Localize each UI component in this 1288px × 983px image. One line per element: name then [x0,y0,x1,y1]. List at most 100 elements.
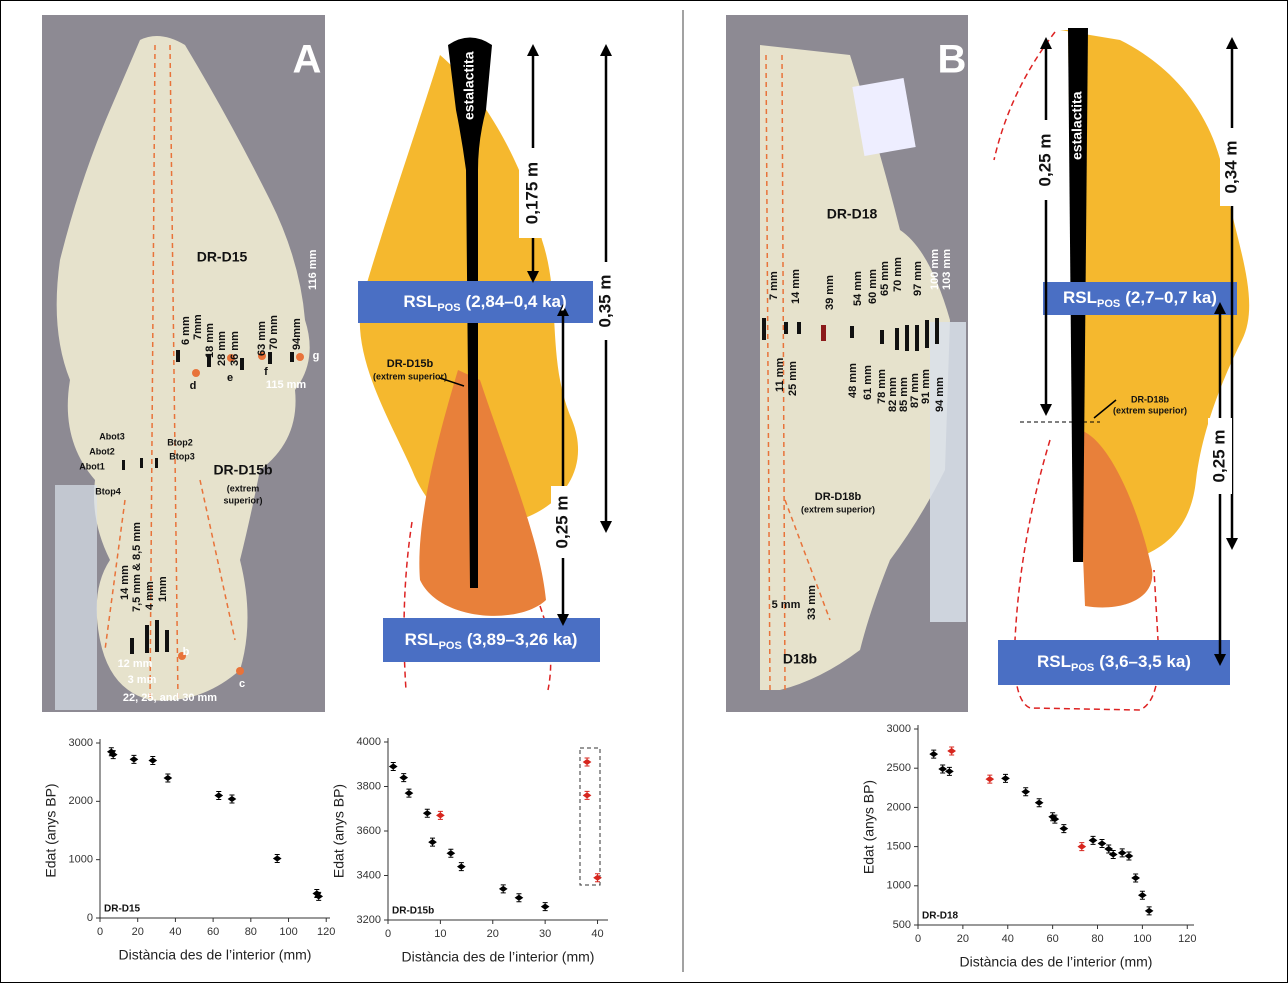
x-tick-label: 60 [207,926,219,938]
y-axis-title: Edat (anys BP) [331,784,347,878]
y-tick-label: 3600 [357,825,381,837]
chart-label: DR-D15b [392,906,434,917]
label: 48 mm [847,363,859,398]
label: A [293,38,322,82]
label: DR-D18b [815,491,862,503]
y-axis-title: Edat (anys BP) [861,780,877,874]
x-tick-label: 40 [1002,933,1014,945]
y-tick-label: 1000 [69,854,93,866]
rsl-sub: POS [437,302,460,314]
chart-label: DR-D15 [104,904,141,915]
label: 7,5 mm & 8,5 mm [131,522,143,612]
label: 3 mm [128,674,157,686]
y-tick-label: 2000 [887,801,911,813]
x-tick-label: 120 [1178,933,1196,945]
label: c [239,678,245,690]
label: (extrem superior) [801,504,875,514]
y-tick-label: 3200 [357,914,381,926]
x-tick-label: 0 [385,928,391,940]
x-axis-title: Distància des de l’interior (mm) [119,947,312,963]
label: D18b [783,651,817,667]
y-tick-label: 500 [893,919,911,931]
label: 11 mm [774,358,786,392]
label: Abot3 [99,431,125,441]
y-tick-label: 1000 [887,880,911,892]
rsl: RSL [405,630,439,649]
x-tick-label: 10 [434,928,446,940]
label: 70 mm [268,315,280,350]
rsl: RSL [1037,652,1071,671]
label: 0,35 m [595,275,614,328]
y-tick-label: 3400 [357,869,381,881]
label: 0,25 m [1209,430,1228,483]
ruler [55,485,97,710]
label: (extrem [227,483,260,493]
x-tick-label: 100 [1133,933,1151,945]
rsl-range: (3,6–3,5 ka) [1099,652,1191,671]
label: 0,175 m [522,162,541,224]
rsl-sub: POS [1071,662,1094,674]
label: b [183,646,190,658]
label: g [313,350,320,362]
rsl: RSL [1063,288,1097,307]
label: superior) [223,495,262,505]
y-tick-label: 3000 [887,723,911,735]
x-tick-label: 20 [132,926,144,938]
x-tick-label: 100 [279,926,297,938]
y-tick-label: 4000 [357,736,381,748]
label: 12 mm [118,658,153,670]
label: 63 mm [256,321,268,356]
rsl-sub: POS [439,640,462,652]
x-tick-label: 80 [1091,933,1103,945]
label: 61 mm [862,365,874,400]
label: 18 mm [204,323,216,358]
label: (extrem superior) [1113,405,1187,415]
y-tick-label: 1500 [887,841,911,853]
label: 25 mm [787,361,799,396]
chart-label: DR-D18 [922,911,959,922]
label: Btop3 [169,451,195,461]
label: DR-D18b [1131,394,1170,404]
label: 103 mm [941,249,953,290]
label: 1mm [157,576,169,602]
label: 36 mm [229,331,241,366]
rsl-label: RSLPOS (3,6–3,5 ka) [1037,652,1191,673]
x-axis-title: Distància des de l’interior (mm) [960,954,1153,970]
sample-marks [821,325,826,341]
label: 4 mm [144,581,156,610]
rsl-range: (3,89–3,26 ka) [467,630,578,649]
label: 70 mm [892,257,904,292]
figure: ADR-D15116 mm6 mm7mm18 mm28 mm36 mm63 mm… [0,0,1288,983]
label: Abot2 [89,446,115,456]
label: estalactita [1069,91,1085,160]
x-tick-label: 60 [1047,933,1059,945]
x-tick-label: 120 [317,926,335,938]
label: 14 mm [119,565,131,600]
label: 115 mm [266,379,307,391]
label: Abot1 [79,461,105,471]
rsl-range: (2,7–0,7 ka) [1125,288,1217,307]
label: B [938,38,967,82]
label: DR-D18 [827,206,878,222]
label: 97 mm [912,261,924,296]
ruler [930,322,966,622]
label: Btop2 [167,437,193,447]
rsl-label: RSLPOS (3,89–3,26 ka) [405,630,578,651]
y-tick-label: 2500 [887,762,911,774]
label: DR-D15 [197,249,248,265]
rsl-label: RSLPOS(2,84–0,4 ka) [403,292,566,313]
label: estalactita [461,51,477,120]
label: d [190,380,197,392]
label: 5 mm [772,599,801,611]
label: DR-D15b [213,462,272,478]
y-tick-label: 2000 [69,795,93,807]
x-tick-label: 40 [591,928,603,940]
label: 116 mm [307,249,319,290]
rsl-range: (2,84–0,4 ka) [466,292,567,311]
label: 94mm [291,318,303,350]
x-tick-label: 0 [915,933,921,945]
label: 60 mm [867,269,879,304]
label: 100 mm [929,249,941,290]
label: 7mm [192,314,204,340]
y-axis-title: Edat (anys BP) [43,783,59,877]
